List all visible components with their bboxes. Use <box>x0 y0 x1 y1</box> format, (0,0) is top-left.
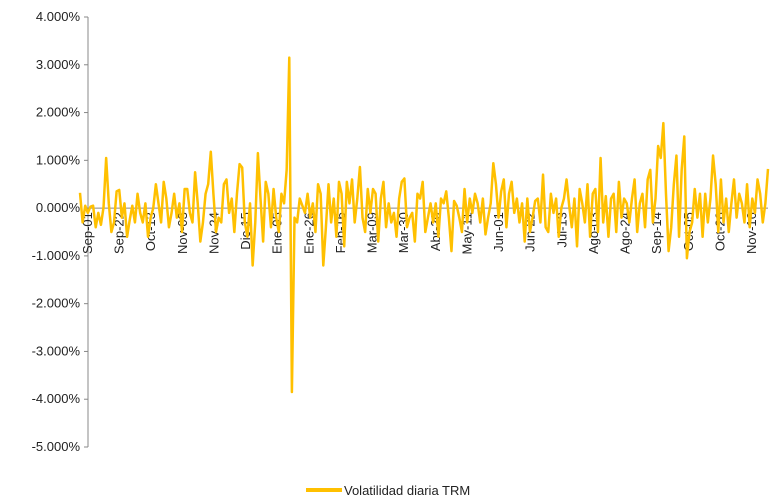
y-tick-label: 2.000% <box>36 105 81 120</box>
y-tick-label: 4.000% <box>36 9 81 24</box>
x-tick-label: Sep-14 <box>649 212 664 254</box>
x-tick-label: Mar-09 <box>365 212 380 253</box>
x-tick-label: Ene-26 <box>301 212 316 254</box>
y-tick-label: -2.000% <box>32 296 81 311</box>
y-tick-label: 3.000% <box>36 57 81 72</box>
x-tick-label: Jun-01 <box>491 212 506 252</box>
y-tick-label: 1.000% <box>36 152 81 167</box>
x-tick-label: Sep-22 <box>112 212 127 254</box>
y-axis: 4.000% 3.000% 2.000% 1.000% 0.000% -1.000% -2.… <box>32 9 89 454</box>
series-line-0 <box>78 56 770 394</box>
y-tick-label: 0.000% <box>36 200 81 215</box>
y-tick-label: -5.000% <box>32 439 81 454</box>
legend-label: Volatilidad diaria TRM <box>344 483 470 497</box>
y-tick-label: -1.000% <box>32 248 81 263</box>
y-tick-label: -3.000% <box>32 343 81 358</box>
series-lines <box>78 56 770 394</box>
x-tick-label: Ene-05 <box>270 212 285 254</box>
x-tick-label: Nov-16 <box>744 212 759 254</box>
y-tick-label: -4.000% <box>32 391 81 406</box>
legend: Volatilidad diaria TRM <box>306 483 470 498</box>
